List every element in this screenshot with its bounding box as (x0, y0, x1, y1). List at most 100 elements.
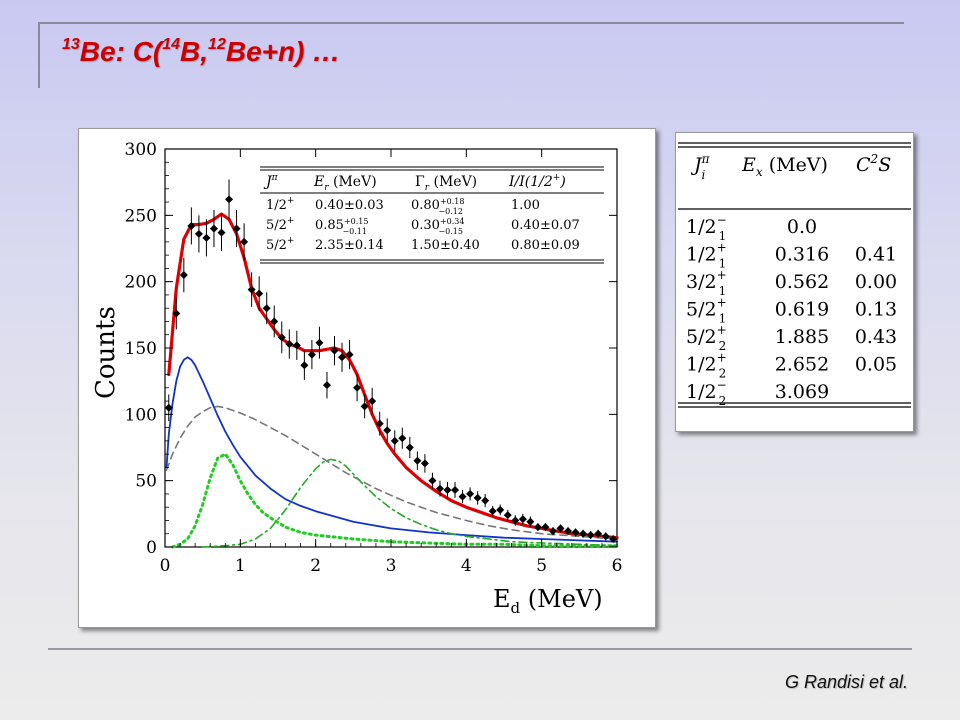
data-point (390, 436, 399, 445)
inset-cell-er-sub: −0.11 (342, 227, 367, 236)
levels-cell-jpi-sup: − (717, 213, 727, 227)
data-point (225, 195, 234, 204)
series-line-dashed (165, 405, 618, 540)
levels-cell-jpi: 5/2+ 2 (686, 323, 727, 353)
inset-cell-gamma: 0.80+0.18 −0.12 (411, 197, 464, 216)
x-tick-label: 2 (310, 556, 321, 576)
series-line-solid (165, 356, 618, 543)
data-point (413, 456, 422, 465)
data-point (262, 304, 271, 313)
y-tick-label: 300 (125, 140, 157, 160)
footer-credit: G Randisi et al. (784, 672, 908, 692)
levels-cell-jpi-sub: 1 (719, 312, 727, 326)
levels-cell-jpi-sup: + (717, 296, 727, 310)
levels-cell-jpi: 1/2− 1 (686, 213, 727, 243)
inset-cell-jpi: 5/2+ (266, 236, 294, 253)
title-mass-12: 12 (208, 36, 226, 53)
data-point (217, 228, 226, 237)
data-point (164, 403, 173, 412)
levels-cell-c2s: 0.00 (855, 271, 897, 293)
data-point (398, 434, 407, 443)
data-point (466, 489, 475, 498)
data-point (405, 443, 414, 452)
inset-row: 5/2+ 0.85+0.15 −0.11 0.30+0.34 −0.15 0.40±0.0… (266, 216, 580, 236)
data-point (428, 476, 437, 485)
levels-cell-jpi-sub: 2 (719, 367, 727, 381)
inset-cell-gamma-sup: +0.18 (440, 197, 465, 206)
inset-cell-er: 0.40±0.03 (315, 198, 384, 213)
data-point (270, 317, 279, 326)
levels-cell-ex: 2.652 (775, 354, 829, 376)
data-point (601, 532, 610, 541)
inset-cell-gamma-sup: +0.34 (440, 217, 465, 226)
inset-cell-ratio: 0.80±0.09 (511, 238, 580, 253)
inset-cell-gamma: 1.50±0.40 (411, 238, 480, 253)
y-tick-label: 200 (125, 273, 157, 293)
title-rest: Be+n) … (225, 36, 341, 67)
levels-row: 1/2+ 2 2.652 0.05 (686, 351, 897, 381)
levels-cell-jpi: 1/2+ 1 (686, 241, 727, 271)
levels-row: 5/2+ 1 0.619 0.13 (686, 296, 897, 326)
counts-vs-energy-chart: 0 1 2 3 4 5 6 0 50 100 150 200 250 300 Jπ Er (MeV) Γr… (91, 140, 622, 617)
data-point (458, 492, 467, 501)
levels-cell-jpi: 5/2+ 1 (686, 296, 727, 326)
y-tick-label: 0 (146, 538, 157, 558)
data-point (307, 350, 316, 359)
levels-header-c2s: C2S (856, 152, 891, 176)
inset-table: Jπ Er (MeV) Γr (MeV) I/I(1/2+) 1/2+ 0.40±… (260, 166, 604, 264)
data-point (315, 338, 324, 347)
data-point (571, 528, 580, 537)
x-tick-label: 5 (536, 556, 547, 576)
data-point (564, 527, 573, 536)
inset-cell-gamma-sub: −0.12 (438, 207, 463, 216)
data-point (435, 484, 444, 493)
levels-table: Jπ i Ex (MeV) C2S 1/2− 1 0.01/2+ 1 0.316 0.413… (678, 142, 911, 408)
levels-cell-jpi-sup: + (717, 351, 727, 365)
x-tick-label: 1 (235, 556, 246, 576)
inset-cell-gamma: 0.30+0.34 −0.15 (411, 217, 464, 236)
levels-cell-ex: 0.316 (775, 244, 829, 266)
levels-cell-jpi-sup: + (717, 268, 727, 282)
data-point (232, 224, 241, 233)
data-point (330, 346, 339, 355)
data-point (285, 340, 294, 349)
data-point (526, 517, 535, 526)
data-point (247, 285, 256, 294)
levels-cell-ex: 0.562 (775, 271, 829, 293)
title-b: B, (180, 36, 209, 67)
data-point (420, 459, 429, 468)
levels-cell-ex: 0.0 (787, 216, 817, 238)
slide-title: 13Be: C(14B,12Be+n) … (62, 36, 340, 68)
inset-cell-jpi: 5/2+ (266, 216, 294, 233)
data-point (451, 485, 460, 494)
y-axis-label: Counts (91, 306, 121, 399)
data-point (473, 493, 482, 502)
inset-header-ratio: I/I(1/2+) (508, 173, 566, 190)
levels-row: 3/2+ 1 0.562 0.00 (686, 268, 897, 298)
data-point (353, 383, 362, 392)
data-point (579, 529, 588, 538)
y-tick-label: 100 (125, 405, 157, 425)
data-point (179, 271, 188, 280)
levels-row: 1/2+ 1 0.316 0.41 (686, 241, 897, 271)
data-point (240, 237, 249, 246)
data-point (360, 402, 369, 411)
data-point (383, 426, 392, 435)
data-point (202, 233, 211, 242)
data-point (172, 309, 181, 318)
inset-cell-er: 2.35±0.14 (315, 238, 384, 253)
levels-cell-jpi-sub: 2 (719, 394, 727, 408)
title-mass-13: 13 (62, 36, 80, 53)
levels-cell-ex: 0.619 (775, 299, 829, 321)
levels-cell-jpi-sup: − (717, 378, 727, 392)
levels-cell-jpi-sub: 1 (719, 257, 727, 271)
levels-cell-ex: 3.069 (775, 381, 829, 403)
data-point (503, 511, 512, 520)
data-point (488, 507, 497, 516)
inset-cell-jpi-sup: + (287, 196, 295, 206)
levels-cell-jpi: 1/2+ 2 (686, 351, 727, 381)
data-point (533, 523, 542, 532)
title-be: Be: C( (79, 36, 163, 67)
data-point (548, 527, 557, 536)
data-point (609, 535, 618, 544)
